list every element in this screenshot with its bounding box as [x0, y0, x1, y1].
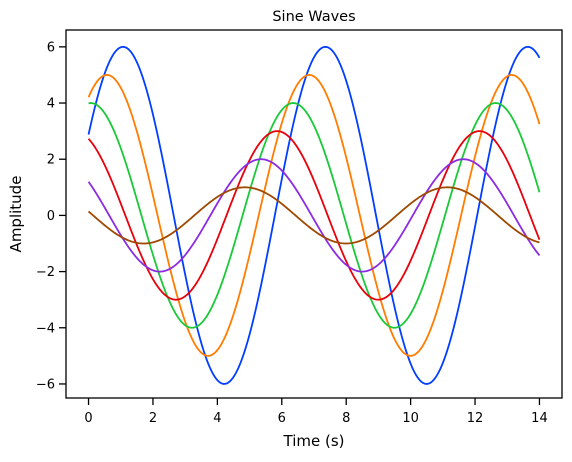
series-layer [87, 45, 541, 385]
x-axis-label: Time (s) [283, 432, 345, 450]
x-tick-label: 14 [531, 411, 548, 426]
x-tick-label: 10 [402, 411, 419, 426]
y-axis-label: Amplitude [7, 176, 25, 253]
series-line-4 [87, 130, 541, 301]
y-tick-label: −6 [36, 377, 55, 392]
x-axis-ticks: 0 2 4 6 8 10 12 14 [84, 398, 548, 426]
y-tick-label: 4 [47, 97, 55, 112]
x-tick-label: 6 [278, 411, 286, 426]
x-tick-label: 4 [213, 411, 221, 426]
series-line-1 [87, 45, 541, 385]
chart-title: Sine Waves [272, 9, 355, 25]
series-line-5 [87, 158, 541, 273]
y-tick-label: −4 [36, 321, 55, 336]
y-tick-label: 6 [47, 40, 55, 55]
x-tick-label: 0 [84, 411, 92, 426]
series-line-6 [87, 186, 540, 245]
y-tick-label: −2 [36, 265, 55, 280]
series-line-3 [88, 102, 541, 329]
x-tick-label: 8 [342, 411, 350, 426]
series-line-2 [87, 74, 541, 357]
x-tick-label: 12 [467, 411, 484, 426]
y-axis-ticks: −6 −4 −2 0 2 4 6 [36, 40, 66, 392]
plot-frame [65, 29, 563, 399]
y-tick-label: 2 [47, 153, 55, 168]
x-tick-label: 2 [149, 411, 157, 426]
y-tick-label: 0 [47, 209, 55, 224]
